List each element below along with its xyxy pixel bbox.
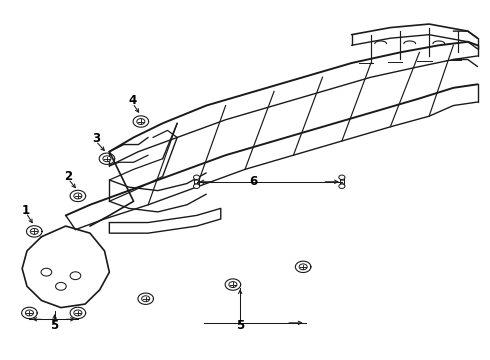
Circle shape bbox=[137, 118, 145, 125]
Circle shape bbox=[339, 175, 345, 180]
Circle shape bbox=[229, 282, 237, 288]
Bar bbox=[195, 177, 199, 186]
Circle shape bbox=[74, 193, 82, 199]
Circle shape bbox=[142, 296, 150, 302]
Circle shape bbox=[339, 184, 345, 189]
Text: 1: 1 bbox=[22, 204, 30, 217]
Circle shape bbox=[30, 229, 38, 234]
Circle shape bbox=[299, 264, 307, 270]
Circle shape bbox=[25, 310, 33, 316]
Text: 4: 4 bbox=[128, 94, 137, 107]
Bar bbox=[340, 177, 344, 186]
Circle shape bbox=[194, 184, 199, 189]
Circle shape bbox=[74, 310, 82, 316]
Text: 2: 2 bbox=[64, 170, 72, 183]
Circle shape bbox=[103, 156, 111, 162]
Text: 5: 5 bbox=[236, 319, 245, 332]
Text: 6: 6 bbox=[249, 175, 258, 188]
Text: 3: 3 bbox=[92, 132, 100, 145]
Text: 5: 5 bbox=[50, 319, 59, 332]
Circle shape bbox=[194, 175, 199, 180]
